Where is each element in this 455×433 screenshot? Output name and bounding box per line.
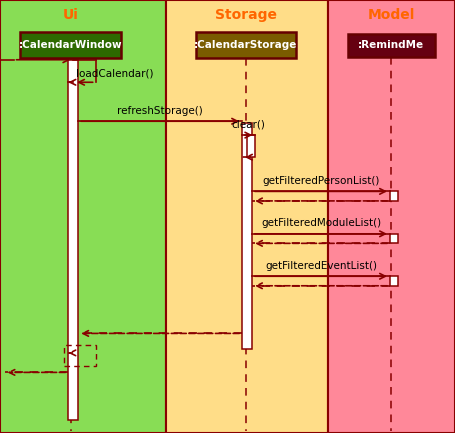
Bar (247, 135, 255, 157)
Bar (390, 234, 398, 243)
Bar (64, 345, 96, 366)
Text: Model: Model (368, 8, 415, 22)
Bar (348, 34, 435, 58)
Bar (0, 0, 166, 433)
Text: :CalendarWindow: :CalendarWindow (19, 40, 122, 51)
Text: Ui: Ui (63, 8, 78, 22)
Text: Storage: Storage (215, 8, 277, 22)
Text: clear(): clear() (232, 120, 266, 129)
Bar (68, 60, 78, 420)
Text: :RemindMe: :RemindMe (358, 40, 425, 51)
Bar (166, 0, 328, 433)
Text: getFilteredPersonList(): getFilteredPersonList() (263, 176, 379, 186)
Text: :CalendarStorage: :CalendarStorage (194, 40, 298, 51)
Bar (390, 276, 398, 286)
Bar (196, 32, 296, 58)
Text: getFilteredEventList(): getFilteredEventList() (265, 261, 377, 271)
Text: getFilteredModuleList(): getFilteredModuleList() (261, 218, 381, 228)
Bar (390, 191, 398, 201)
Text: refreshStorage(): refreshStorage() (117, 106, 203, 116)
Text: loadCalendar(): loadCalendar() (76, 69, 153, 79)
Bar (328, 0, 455, 433)
Bar (20, 32, 121, 58)
Bar (242, 123, 252, 349)
